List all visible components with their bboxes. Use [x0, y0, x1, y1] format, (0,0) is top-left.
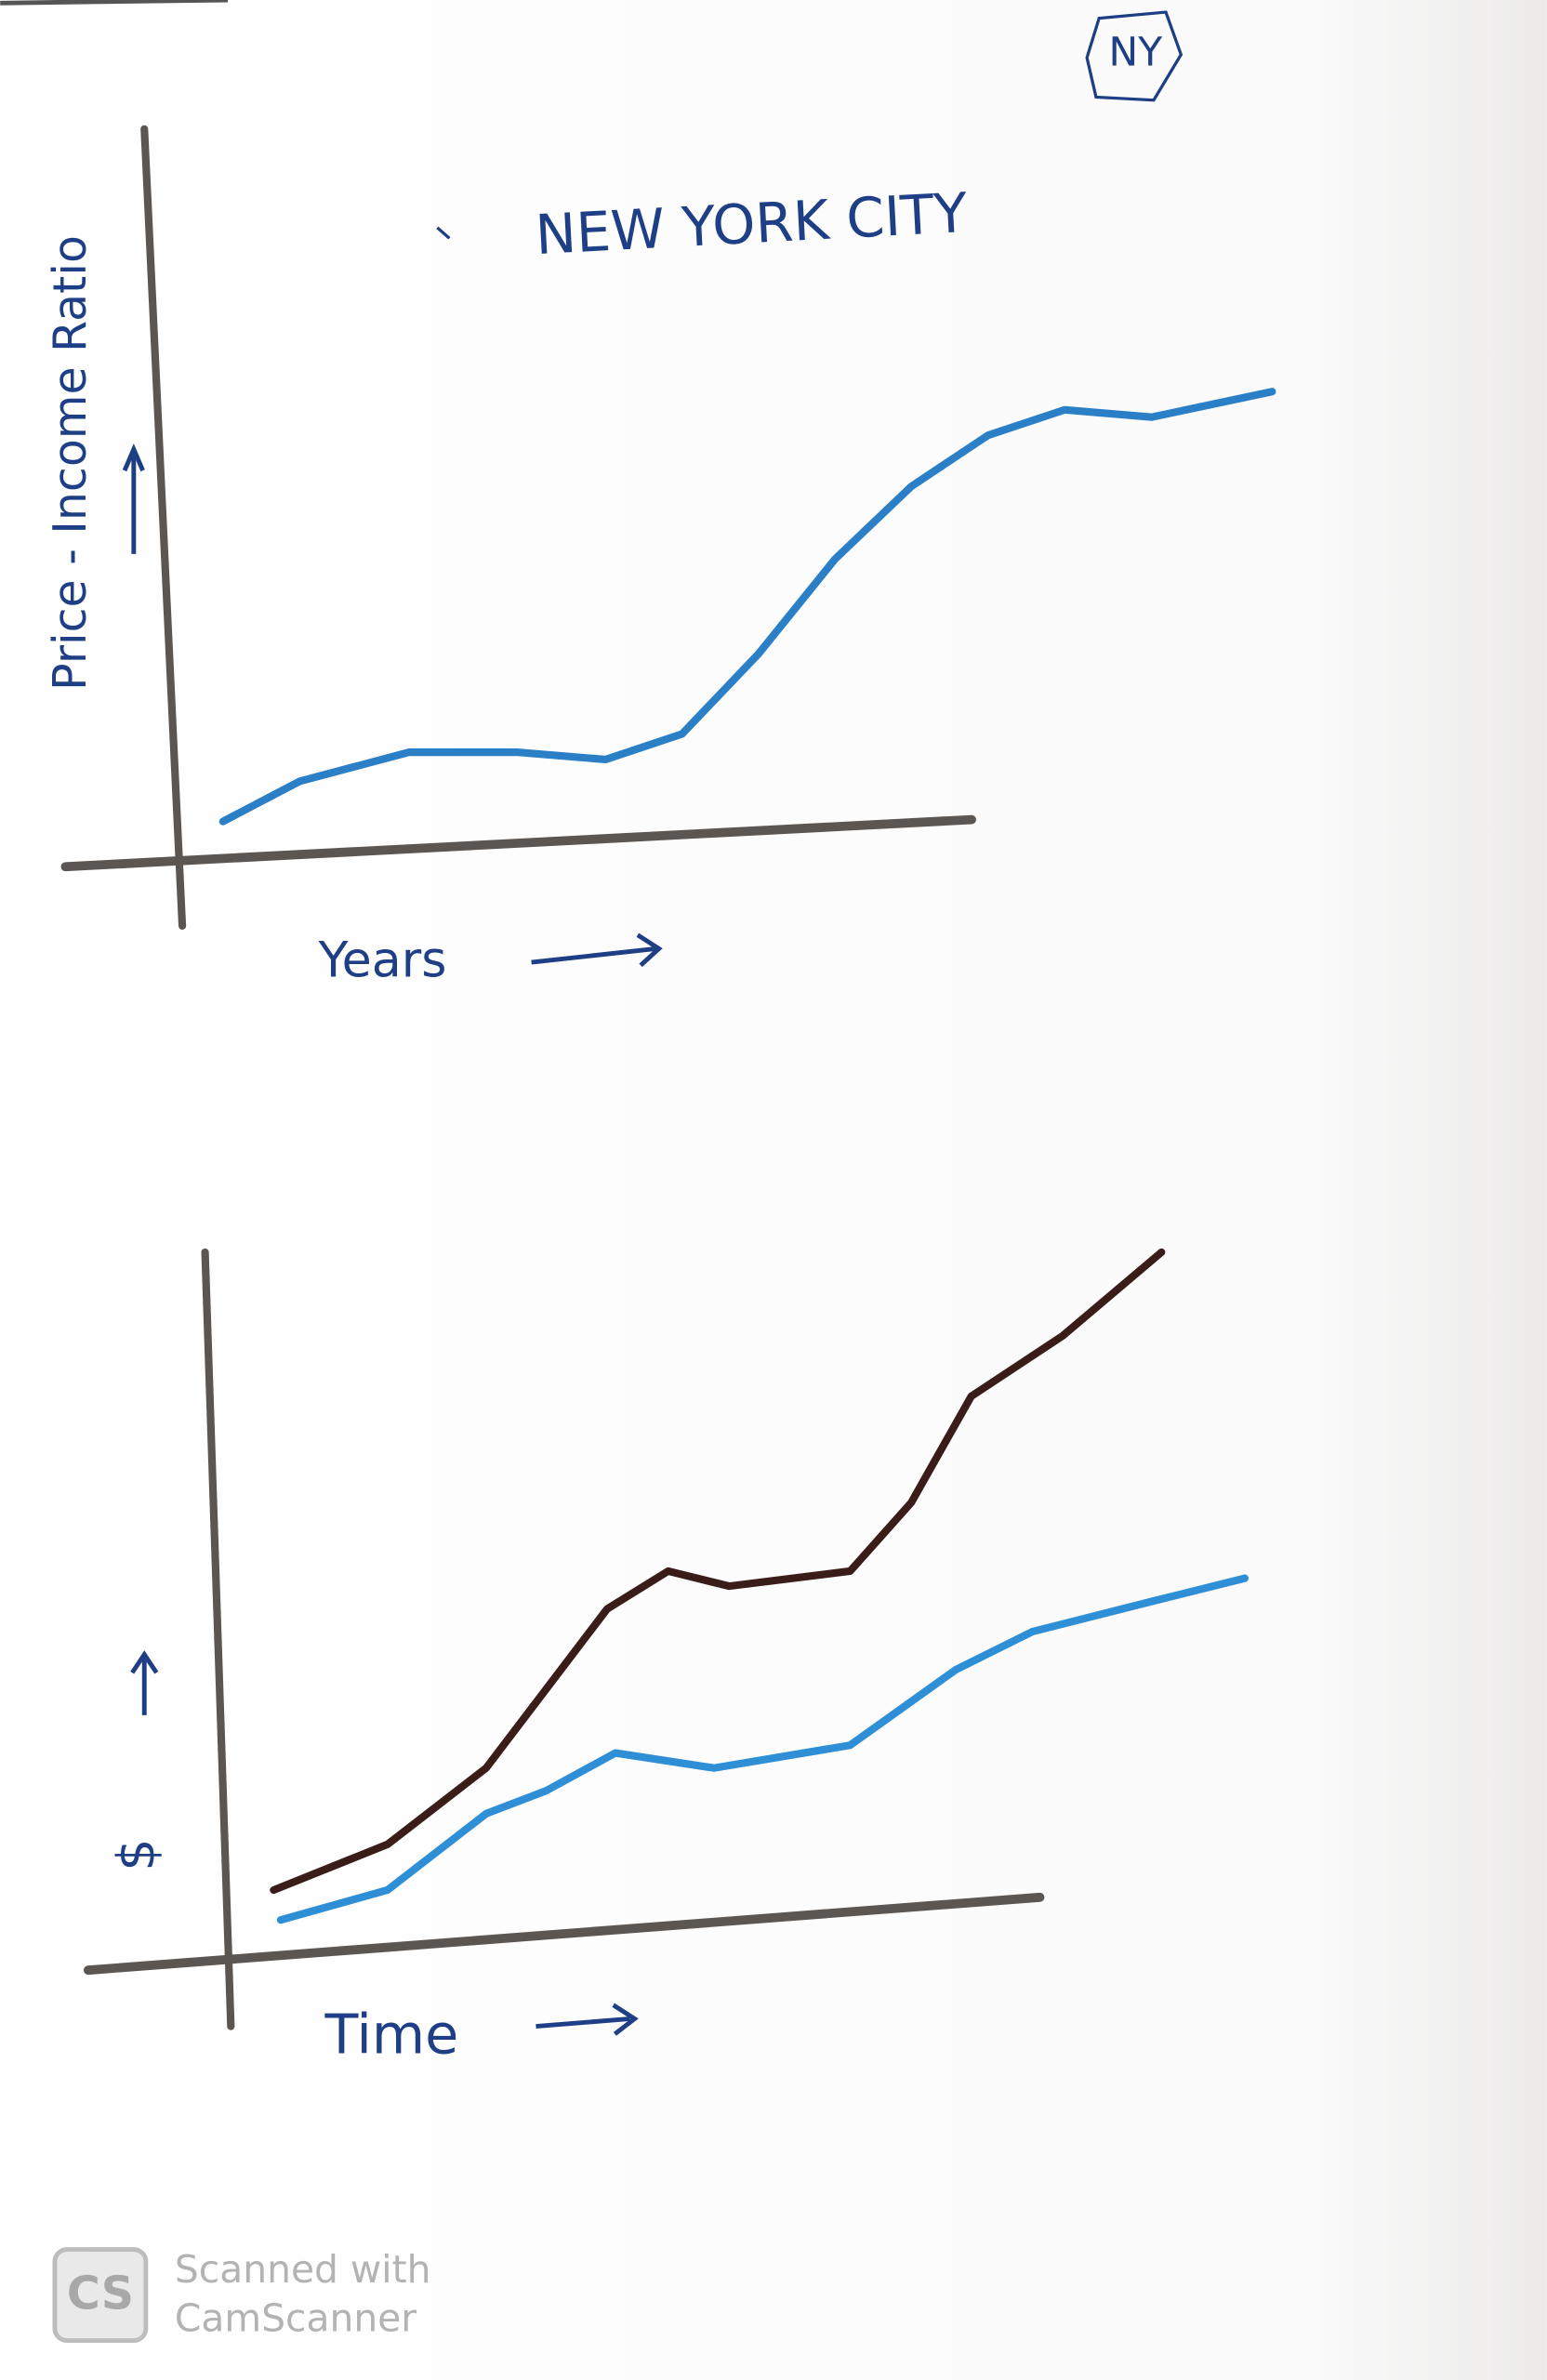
x-axis-label: Time [324, 2003, 458, 2067]
tick-stroke [436, 226, 451, 240]
x-arrow-head [636, 932, 663, 968]
y-axis-label: $ [107, 1838, 167, 1871]
watermark-logo: CS [67, 2268, 134, 2320]
y-axis-label: Price - Income Ratio [44, 235, 97, 691]
x-axis [60, 814, 976, 872]
x-arrow-head [612, 2003, 639, 2036]
data-line [218, 388, 1276, 826]
x-axis-label: Years [318, 933, 447, 989]
data-line [270, 1248, 1166, 1895]
y-arrow-head [122, 443, 145, 472]
badge-frame [1085, 10, 1183, 102]
paper-edge [0, 0, 229, 6]
y-axis [201, 1248, 235, 2030]
watermark-logo-box [52, 2247, 149, 2343]
y-axis [140, 125, 187, 930]
x-axis [83, 1892, 1045, 1976]
x-arrow [536, 2016, 630, 2030]
data-line [276, 1574, 1250, 1924]
watermark-text: CamScanner [175, 2295, 416, 2340]
x-arrow [531, 945, 656, 965]
badge-text: NY [1109, 30, 1163, 75]
watermark-text: Scanned with [175, 2247, 431, 2292]
y-arrow-head [130, 1650, 159, 1674]
